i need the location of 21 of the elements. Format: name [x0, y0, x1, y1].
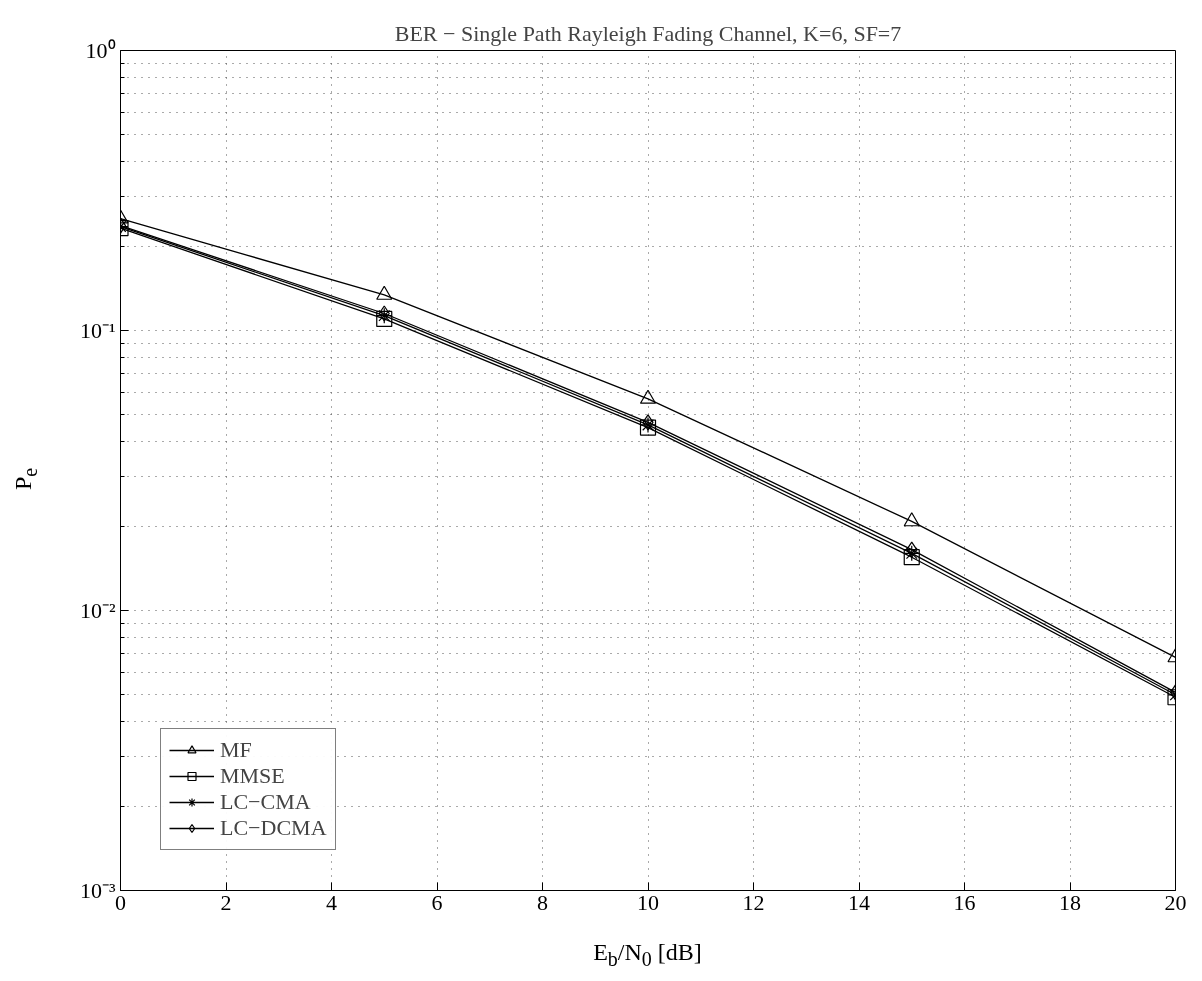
x-tick-label: 6 [431, 889, 443, 915]
x-tick-label: 8 [537, 889, 548, 915]
legend-label: LC−DCMA [220, 815, 327, 841]
legend-label: LC−CMA [220, 789, 311, 815]
legend-label: MF [220, 737, 252, 763]
y-tick-label: 10⁰ [85, 38, 116, 63]
x-axis-title: E$_{b}$/N$_{0}$ [dB] [593, 938, 702, 972]
y-tick-label: 10⁻¹ [79, 318, 116, 343]
legend-label: MMSE [220, 763, 285, 789]
x-tick-label: 12 [742, 889, 765, 915]
x-tick-label: 20 [1164, 889, 1187, 915]
x-tick-label: 4 [326, 889, 337, 915]
x-tick-label: 18 [1059, 889, 1081, 915]
x-tick-label: 10 [637, 889, 659, 915]
x-tick-label: 0 [115, 889, 126, 915]
x-tick-label: 16 [953, 889, 976, 915]
x-tick-label: 14 [848, 889, 870, 915]
y-tick-label: 10⁻² [79, 598, 116, 623]
chart-title: BER − Single Path Rayleigh Fading Channel, K=6, SF=7 [394, 20, 902, 46]
x-tick-label: 2 [220, 889, 232, 915]
y-tick-label: 10⁻³ [79, 878, 116, 903]
